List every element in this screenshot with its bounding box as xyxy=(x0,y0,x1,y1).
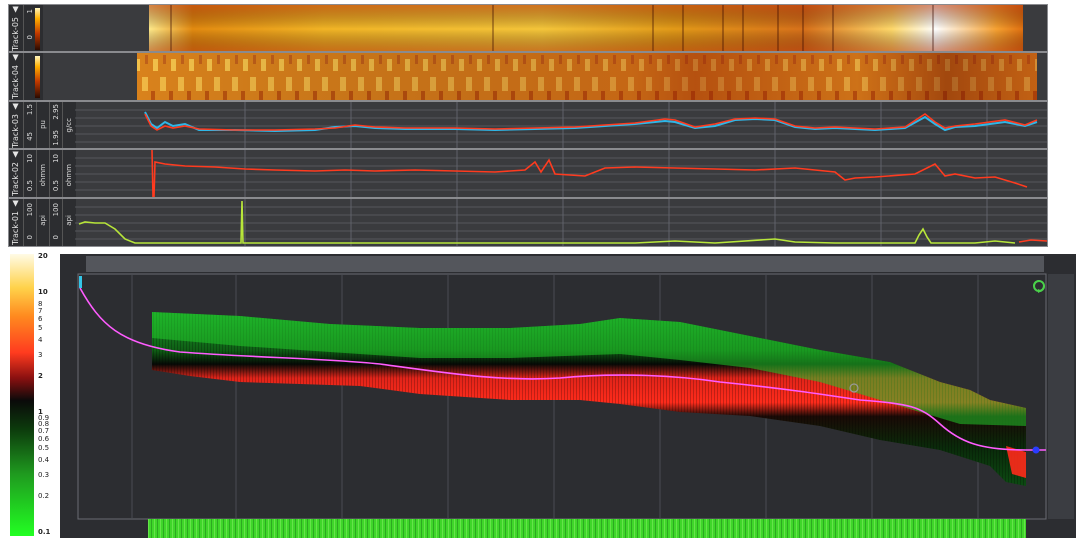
track-05-heatmap xyxy=(43,5,1023,51)
track-04-scale xyxy=(23,53,44,100)
track-02-scale-1-bottom: 0.5 xyxy=(26,180,34,192)
legend-tick-label: 0.6 xyxy=(38,434,50,443)
legend-tick-label: 0.4 xyxy=(38,455,50,464)
track-01-scale-2: 100 0 xyxy=(49,199,63,246)
legend-tick-label: 5 xyxy=(38,324,43,333)
track-01-scale-1-top: 100 xyxy=(26,203,34,217)
track-01-scale-1-bottom: 0 xyxy=(26,235,34,240)
track-05-scale: 0 1 xyxy=(23,5,44,51)
track-01-unit-1-label: api xyxy=(39,215,47,226)
legend-tick-label: 0.3 xyxy=(38,470,50,479)
track-02-label[interactable]: Track-02 ▲ xyxy=(9,150,23,197)
legend-tick-label: 8 xyxy=(38,299,43,308)
track-01-unit-1: api xyxy=(36,199,50,246)
track-03-scale-1: 1.5 45 xyxy=(23,102,37,148)
legend-tick-label: 0.2 xyxy=(38,491,50,500)
track-02-scale-2-top: 10 xyxy=(52,154,60,163)
track-01-plot xyxy=(75,199,1047,246)
track-01-unit-2-label: api xyxy=(65,215,73,226)
bottom-strip-track xyxy=(148,519,1026,538)
track-04-panel[interactable]: Track-04 ▲ xyxy=(8,52,1048,101)
track-01-panel[interactable]: Track-01 ▲ 100 0 api 100 0 api xyxy=(8,198,1048,247)
track-02-scale-1: 10 0.5 xyxy=(23,150,37,197)
legend-tick-label: 0.1 xyxy=(38,528,51,536)
track-03-scale-2: 2.95 1.95 xyxy=(49,102,63,148)
track-05-scale-bar xyxy=(35,8,40,50)
track-03-unit-1-label: pu xyxy=(39,120,47,129)
marker-circle-icon[interactable] xyxy=(849,383,859,393)
track-01-unit-2: api xyxy=(62,199,76,246)
track-03-plot xyxy=(75,102,1047,148)
track-03-label[interactable]: Track-03 ▲ xyxy=(9,102,23,148)
track-03-scale-2-bottom: 1.95 xyxy=(52,130,60,146)
endpoint-icon[interactable] xyxy=(1032,446,1040,454)
track-02-panel[interactable]: Track-02 ▲ 10 0.5 ohmm 10 0.5 ohmm xyxy=(8,149,1048,198)
track-03-neutron-curve xyxy=(144,113,1038,131)
track-05-panel[interactable]: Track-05 ▲ 0 1 xyxy=(8,4,1048,52)
track-02-resistivity-curve xyxy=(151,150,1028,197)
legend-tick-label: 0.9 xyxy=(38,413,50,422)
cross-section-canvas xyxy=(77,256,1074,538)
track-05-scale-max: 1 xyxy=(26,9,34,14)
color-scale-legend xyxy=(10,254,34,536)
track-02-scale-2-bottom: 0.5 xyxy=(52,180,60,192)
track-03-scale-1-bottom: 45 xyxy=(26,132,34,141)
track-05-label[interactable]: Track-05 ▲ xyxy=(9,5,23,51)
legend-tick-label: 7 xyxy=(38,306,43,315)
track-03-scale-2-top: 2.95 xyxy=(52,104,60,120)
track-03-panel[interactable]: Track-03 ▲ 1.5 45 pu 2.95 1.95 g/cc xyxy=(8,101,1048,149)
refresh-icon[interactable] xyxy=(1033,280,1045,293)
legend-tick-label: 0.8 xyxy=(38,419,50,428)
track-04-scale-bar xyxy=(35,56,40,98)
track-02-plot xyxy=(75,150,1047,197)
section-right-panel[interactable] xyxy=(1048,274,1074,519)
track-01-scale-2-top: 100 xyxy=(52,203,60,217)
section-top-ruler xyxy=(86,256,1044,272)
track-03-density-curve xyxy=(144,111,1038,133)
track-04-label[interactable]: Track-04 ▲ xyxy=(9,53,23,100)
cross-section-view[interactable] xyxy=(60,254,1076,538)
legend-tick-label: 1 xyxy=(38,408,43,417)
track-01-scale-2-bottom: 0 xyxy=(52,235,60,240)
well-start-marker xyxy=(79,276,82,288)
well-trajectory xyxy=(79,287,1046,451)
track-02-unit-1-label: ohmm xyxy=(39,164,47,187)
track-03-unit-2-label: g/cc xyxy=(65,118,73,133)
legend-tick-label: 0.7 xyxy=(38,426,50,435)
track-03-unit-2: g/cc xyxy=(62,102,76,148)
track-02-scale-2: 10 0.5 xyxy=(49,150,63,197)
track-01-label[interactable]: Track-01 ▲ xyxy=(9,199,23,246)
legend-tick-label: 10 xyxy=(38,288,48,297)
track-02-unit-2: ohmm xyxy=(62,150,76,197)
track-01-scale-1: 100 0 xyxy=(23,199,37,246)
track-01-gamma-curve-2 xyxy=(1018,239,1047,243)
legend-tick-label: 4 xyxy=(38,335,43,344)
track-03-unit-1: pu xyxy=(36,102,50,148)
legend-tick-label: 0.5 xyxy=(38,444,50,453)
track-04-heatmap xyxy=(43,53,1037,100)
legend-tick-label: 2 xyxy=(38,371,43,380)
legend-tick-label: 3 xyxy=(38,350,43,359)
legend-tick-label: 6 xyxy=(38,314,43,323)
track-01-gamma-curve xyxy=(78,200,1016,244)
track-05-scale-min: 0 xyxy=(26,35,34,40)
track-02-scale-1-top: 10 xyxy=(26,154,34,163)
track-03-scale-1-top: 1.5 xyxy=(26,104,34,116)
track-02-unit-2-label: ohmm xyxy=(65,164,73,187)
legend-tick-label: 20 xyxy=(38,252,48,260)
track-02-unit-1: ohmm xyxy=(36,150,50,197)
